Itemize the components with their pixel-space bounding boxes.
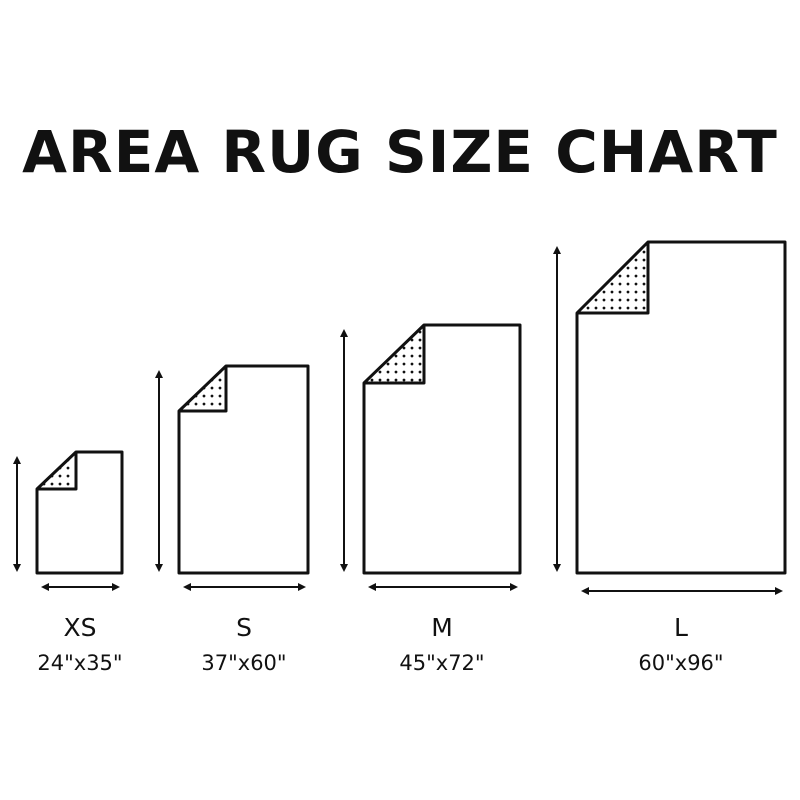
dimensions-label: 45"x72" [399,651,484,675]
rug-outline [35,450,124,575]
rug-outline [362,323,522,575]
rug-s: S 37"x60" [155,364,310,675]
rug-outline [575,240,787,575]
size-label: XS [64,613,97,642]
fold-line [37,452,78,491]
dimensions-label: 24"x35" [37,651,122,675]
rug-outline [177,364,310,575]
fold-line [364,325,426,385]
size-label: M [431,613,453,642]
page-title: AREA RUG SIZE CHART [22,118,778,186]
rug-xs: XS 24"x35" [13,450,124,675]
fold-line [577,242,650,315]
dimensions-label: 37"x60" [201,651,286,675]
rug-m: M 45"x72" [340,323,522,675]
fold-line [179,366,228,413]
rug-l: L 60"x96" [553,240,787,675]
size-label: L [674,613,688,642]
size-label: S [236,613,252,642]
dimensions-label: 60"x96" [638,651,723,675]
